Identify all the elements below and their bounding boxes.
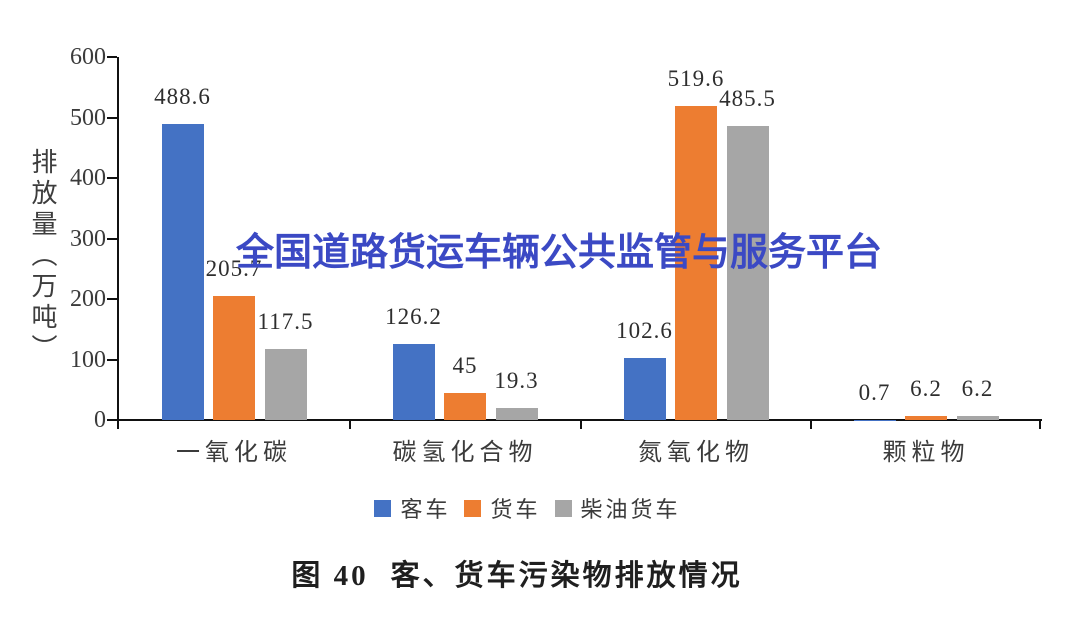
legend-label: 柴油货车 [580, 497, 681, 522]
data-label: 205.7 [205, 255, 263, 281]
y-tick-mark [107, 116, 117, 119]
y-axis-line [116, 57, 119, 422]
x-category-label: 碳氢化合物 [392, 440, 538, 466]
data-label: 0.7 [858, 379, 891, 405]
y-tick-mark [107, 177, 117, 179]
x-tick-mark [1039, 420, 1041, 429]
data-label: 488.6 [154, 84, 211, 110]
y-axis-title: 排放量（万吨） [28, 148, 57, 365]
bar-柴油货车-氮氧化物 [726, 126, 769, 420]
bar-货车-碳氢化合物 [444, 392, 486, 420]
y-tick-label: 100 [70, 346, 106, 373]
bar-客车-一氧化碳 [161, 124, 204, 420]
figure-caption: 图 40 客、货车污染物排放情况 [0, 552, 1034, 594]
legend-label: 货车 [490, 497, 541, 522]
y-tick-label: 600 [70, 44, 106, 70]
data-label: 45 [452, 352, 478, 378]
y-tick-mark [107, 56, 117, 58]
data-label: 519.6 [667, 65, 725, 91]
x-category-label: 颗粒物 [882, 440, 970, 466]
data-label: 6.2 [961, 376, 994, 402]
y-tick-label: 200 [70, 286, 106, 312]
bar-客车-氮氧化物 [623, 357, 666, 420]
x-tick-mark [579, 420, 582, 429]
x-axis-line [116, 418, 1042, 421]
bar-货车-一氧化碳 [213, 295, 255, 420]
figure-number: 图 40 [291, 560, 369, 592]
data-label: 485.5 [719, 86, 776, 112]
y-tick-mark [107, 358, 117, 361]
legend-swatch-icon [464, 499, 482, 517]
legend-item-客车: 客车 [374, 492, 450, 524]
y-tick-mark [107, 419, 117, 421]
x-tick-mark [117, 420, 119, 429]
y-tick-mark [107, 237, 117, 240]
y-tick-label: 500 [70, 104, 106, 131]
data-label: 6.2 [910, 376, 942, 402]
legend-swatch-icon [374, 499, 392, 517]
data-label: 126.2 [385, 303, 442, 329]
y-tick-label: 400 [70, 165, 106, 191]
x-category-label: 氮氧化物 [638, 440, 754, 466]
watermark-text: 全国道路货运车辆公共监管与服务平台 [236, 232, 883, 274]
x-category-label: 一氧化碳 [176, 440, 292, 466]
bar-货车-颗粒物 [905, 416, 947, 420]
data-label: 19.3 [494, 368, 539, 394]
data-label: 117.5 [257, 308, 314, 334]
x-tick-mark [348, 420, 351, 429]
bar-客车-碳氢化合物 [392, 343, 435, 420]
bar-柴油货车-一氧化碳 [264, 348, 307, 420]
x-tick-mark [810, 420, 812, 429]
legend-item-柴油货车: 柴油货车 [554, 492, 681, 524]
legend-item-货车: 货车 [464, 492, 540, 524]
y-tick-label: 300 [70, 225, 106, 252]
legend: 客车 货车 柴油货车 [0, 492, 1055, 524]
figure-title: 客、货车污染物排放情况 [390, 560, 743, 592]
bar-柴油货车-碳氢化合物 [495, 408, 538, 420]
bar-货车-氮氧化物 [675, 105, 717, 420]
legend-label: 客车 [400, 497, 451, 522]
y-tick-mark [107, 298, 117, 300]
data-label: 102.6 [616, 317, 673, 343]
y-tick-label: 0 [94, 407, 106, 433]
legend-swatch-icon [554, 499, 572, 517]
bar-柴油货车-颗粒物 [956, 416, 999, 420]
